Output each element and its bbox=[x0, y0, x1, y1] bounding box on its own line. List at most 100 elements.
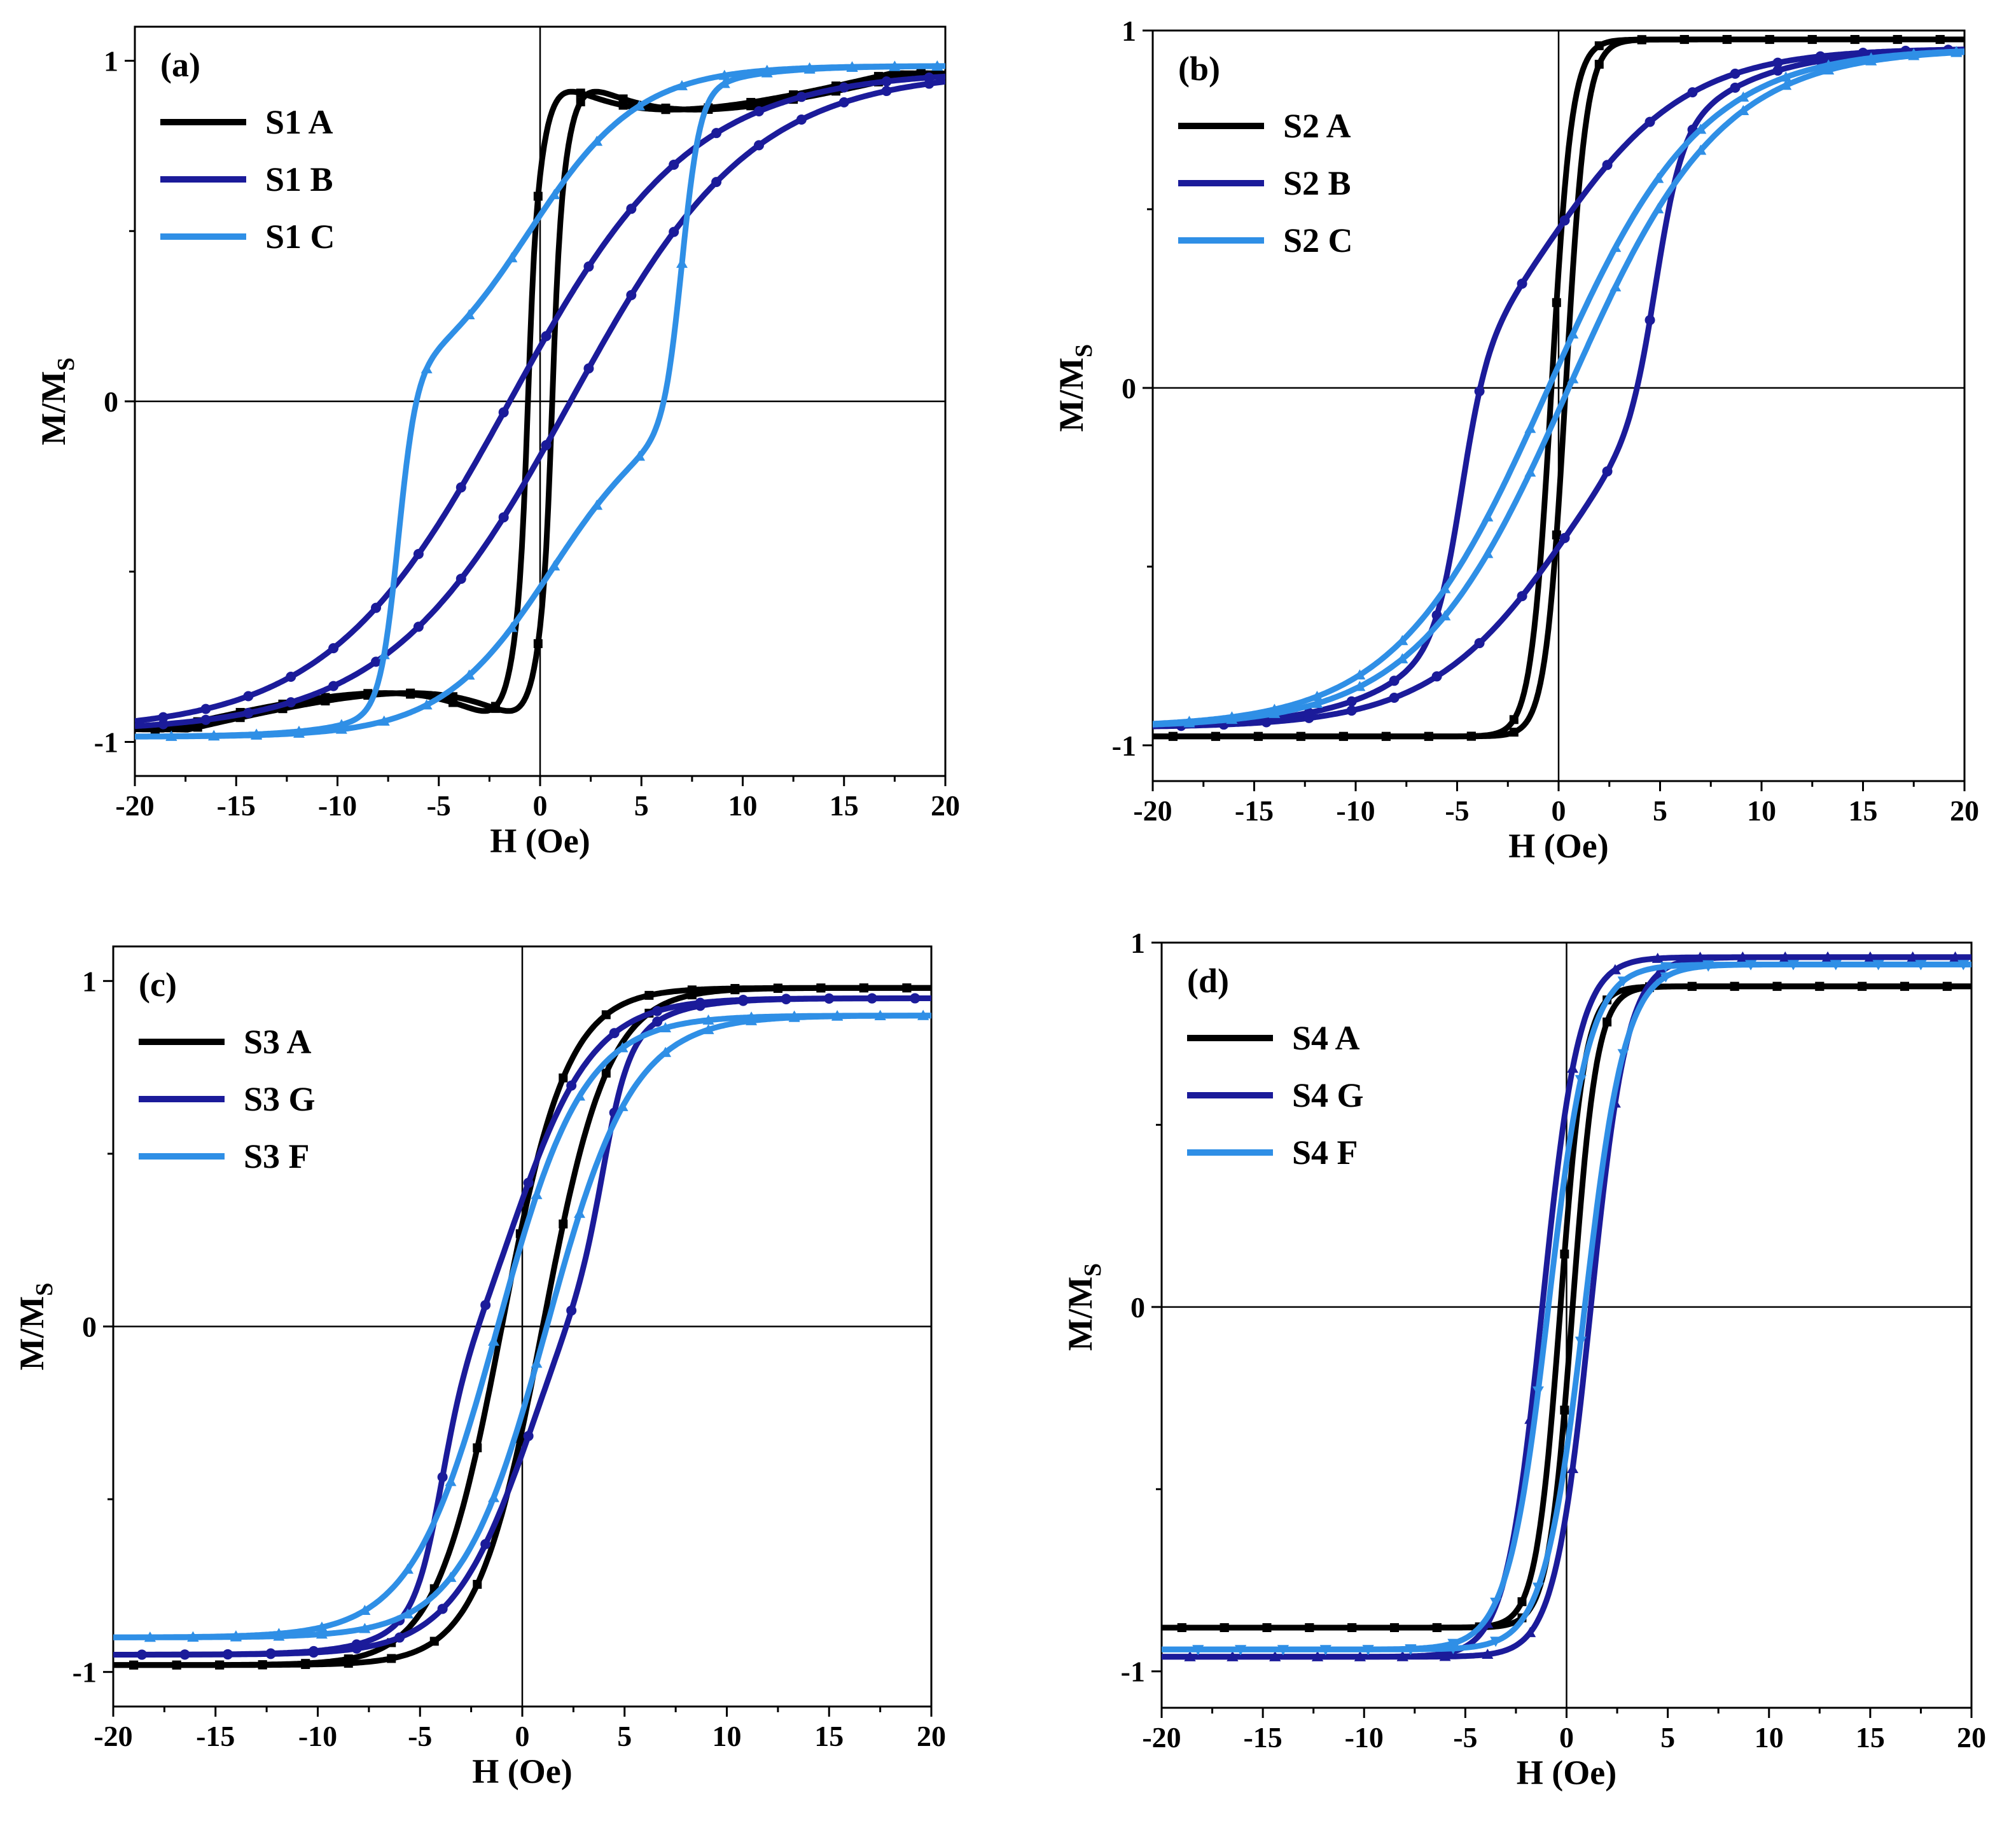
data-point bbox=[1602, 1017, 1612, 1027]
x-tick-label: -10 bbox=[1345, 1721, 1384, 1754]
ascending-branch-line bbox=[135, 78, 945, 730]
y-axis-label: M/MS bbox=[34, 357, 80, 445]
data-point bbox=[463, 669, 475, 680]
data-point bbox=[1338, 731, 1348, 741]
x-tick-label: 10 bbox=[713, 1720, 742, 1752]
x-tick-label: -10 bbox=[318, 789, 357, 822]
data-point bbox=[480, 1299, 491, 1310]
y-tick-label: 0 bbox=[82, 1311, 97, 1343]
data-point bbox=[559, 1219, 568, 1229]
descending-branch-line bbox=[113, 995, 931, 1658]
data-point bbox=[359, 1605, 371, 1616]
data-point bbox=[1220, 1623, 1229, 1632]
data-point bbox=[1815, 981, 1825, 991]
legend-item: S1 B bbox=[160, 160, 333, 198]
data-point bbox=[487, 1492, 499, 1502]
x-tick-label: -20 bbox=[115, 789, 154, 822]
data-point bbox=[1227, 1651, 1239, 1661]
data-point bbox=[1405, 1644, 1417, 1655]
data-point bbox=[531, 1357, 543, 1368]
data-point bbox=[421, 699, 433, 710]
y-axis-label-main: M/M bbox=[1061, 1277, 1099, 1351]
legend-label: S2 C bbox=[1283, 221, 1353, 260]
data-point bbox=[531, 1189, 543, 1200]
legend-label: S2 A bbox=[1283, 107, 1351, 145]
data-point bbox=[1780, 71, 1792, 82]
y-axis-label-main: M/M bbox=[34, 371, 73, 445]
descending-branch-line bbox=[1162, 983, 1971, 1631]
data-point bbox=[200, 714, 211, 725]
data-point bbox=[1772, 65, 1783, 76]
legend-label: S1 B bbox=[265, 160, 333, 198]
descending-branch-line bbox=[135, 73, 945, 724]
data-point bbox=[1303, 707, 1314, 718]
data-point bbox=[1694, 952, 1706, 962]
data-point bbox=[1389, 693, 1400, 703]
data-point bbox=[1517, 1597, 1527, 1607]
data-point bbox=[831, 1009, 844, 1020]
data-point bbox=[187, 1631, 199, 1642]
data-point bbox=[1319, 1645, 1331, 1656]
data-point bbox=[1651, 969, 1664, 980]
data-point bbox=[1559, 215, 1570, 226]
data-point bbox=[669, 159, 679, 170]
data-point bbox=[616, 1100, 629, 1111]
data-point bbox=[1431, 610, 1442, 621]
data-point bbox=[455, 573, 466, 584]
data-point bbox=[1354, 1651, 1366, 1661]
x-tick-label: 10 bbox=[1755, 1721, 1784, 1754]
data-point bbox=[881, 86, 892, 97]
data-point bbox=[1908, 48, 1920, 59]
y-tick-label: 1 bbox=[1122, 15, 1136, 47]
data-point bbox=[1439, 1647, 1451, 1658]
data-point bbox=[616, 1042, 629, 1053]
data-point bbox=[591, 499, 603, 510]
data-point bbox=[1567, 1462, 1579, 1473]
data-point bbox=[179, 1649, 190, 1660]
data-point bbox=[371, 602, 382, 613]
data-point bbox=[316, 1621, 328, 1632]
descending-branch-line bbox=[1153, 36, 1964, 740]
data-point bbox=[1660, 962, 1672, 973]
data-point bbox=[413, 621, 424, 632]
panel-label: (d) bbox=[1187, 962, 1229, 1000]
data-point bbox=[293, 725, 305, 736]
x-axis-label: H (Oe) bbox=[472, 1752, 572, 1790]
series-s4-f bbox=[1162, 960, 1971, 1656]
data-point bbox=[1396, 1651, 1408, 1661]
x-tick-label: 0 bbox=[533, 789, 548, 822]
data-point bbox=[1594, 60, 1604, 69]
descending-branch-line bbox=[1162, 954, 1971, 1660]
data-point bbox=[1780, 80, 1792, 90]
data-point bbox=[1737, 91, 1749, 102]
data-point bbox=[1651, 952, 1664, 963]
y-tick-label: 1 bbox=[82, 965, 97, 997]
y-tick-label: 0 bbox=[1122, 372, 1136, 405]
data-point bbox=[626, 290, 637, 301]
data-point bbox=[359, 1623, 371, 1633]
data-point bbox=[490, 702, 500, 711]
y-axis-label-subscript: S bbox=[31, 1282, 58, 1296]
x-tick-label: -10 bbox=[1336, 794, 1375, 827]
data-point bbox=[533, 639, 543, 648]
legend-item: S3 A bbox=[139, 1023, 312, 1061]
data-point bbox=[548, 189, 560, 200]
data-point bbox=[1482, 511, 1494, 522]
data-point bbox=[506, 252, 518, 263]
x-tick-label: 0 bbox=[1559, 1721, 1574, 1754]
panel-label: (c) bbox=[139, 966, 177, 1004]
data-point bbox=[1575, 1336, 1587, 1347]
data-point bbox=[583, 261, 594, 272]
x-tick-label: 5 bbox=[1653, 794, 1667, 827]
data-point bbox=[541, 440, 552, 450]
data-point bbox=[566, 1080, 577, 1091]
data-point bbox=[1865, 52, 1877, 63]
data-point bbox=[1474, 638, 1485, 649]
data-point bbox=[309, 1645, 319, 1656]
data-point bbox=[523, 1177, 534, 1188]
data-point bbox=[1354, 669, 1366, 680]
data-point bbox=[1439, 583, 1451, 593]
data-point bbox=[910, 993, 921, 1004]
data-point bbox=[1396, 653, 1408, 663]
